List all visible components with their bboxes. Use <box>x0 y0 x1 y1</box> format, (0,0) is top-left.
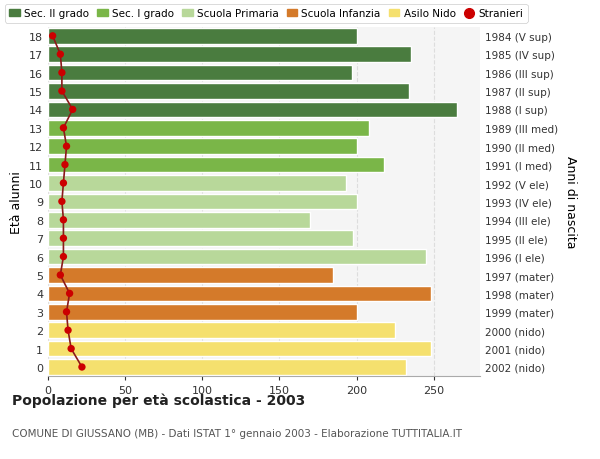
Point <box>62 143 71 151</box>
Point <box>56 272 65 279</box>
Y-axis label: Anni di nascita: Anni di nascita <box>565 156 577 248</box>
Legend: Sec. II grado, Sec. I grado, Scuola Primaria, Scuola Infanzia, Asilo Nido, Stran: Sec. II grado, Sec. I grado, Scuola Prim… <box>5 5 527 23</box>
Bar <box>48 47 410 63</box>
Bar <box>48 157 385 173</box>
Bar <box>48 84 409 100</box>
Point <box>57 198 67 206</box>
Text: COMUNE DI GIUSSANO (MB) - Dati ISTAT 1° gennaio 2003 - Elaborazione TUTTITALIA.I: COMUNE DI GIUSSANO (MB) - Dati ISTAT 1° … <box>12 428 462 438</box>
Bar <box>48 139 356 155</box>
Bar <box>48 341 431 357</box>
Point <box>63 327 73 334</box>
Y-axis label: Età alunni: Età alunni <box>10 171 23 233</box>
Bar <box>48 121 369 136</box>
Bar <box>48 249 426 265</box>
Bar <box>48 213 310 228</box>
Bar <box>48 268 334 283</box>
Point <box>57 88 67 95</box>
Point <box>65 290 74 297</box>
Bar <box>48 29 356 45</box>
Point <box>56 51 65 59</box>
Bar <box>48 176 346 191</box>
Text: Popolazione per età scolastica - 2003: Popolazione per età scolastica - 2003 <box>12 392 305 407</box>
Bar <box>48 66 352 81</box>
Bar <box>48 304 356 320</box>
Point <box>77 364 87 371</box>
Point <box>59 217 68 224</box>
Bar <box>48 194 356 210</box>
Point <box>57 70 67 77</box>
Bar <box>48 359 406 375</box>
Bar <box>48 323 395 338</box>
Point <box>62 308 71 316</box>
Point <box>59 253 68 261</box>
Point <box>60 162 70 169</box>
Point <box>59 235 68 242</box>
Point <box>59 180 68 187</box>
Point <box>68 106 77 114</box>
Bar <box>48 286 431 302</box>
Point <box>67 345 76 353</box>
Bar <box>48 231 353 246</box>
Point <box>48 33 58 40</box>
Point <box>59 125 68 132</box>
Bar <box>48 102 457 118</box>
